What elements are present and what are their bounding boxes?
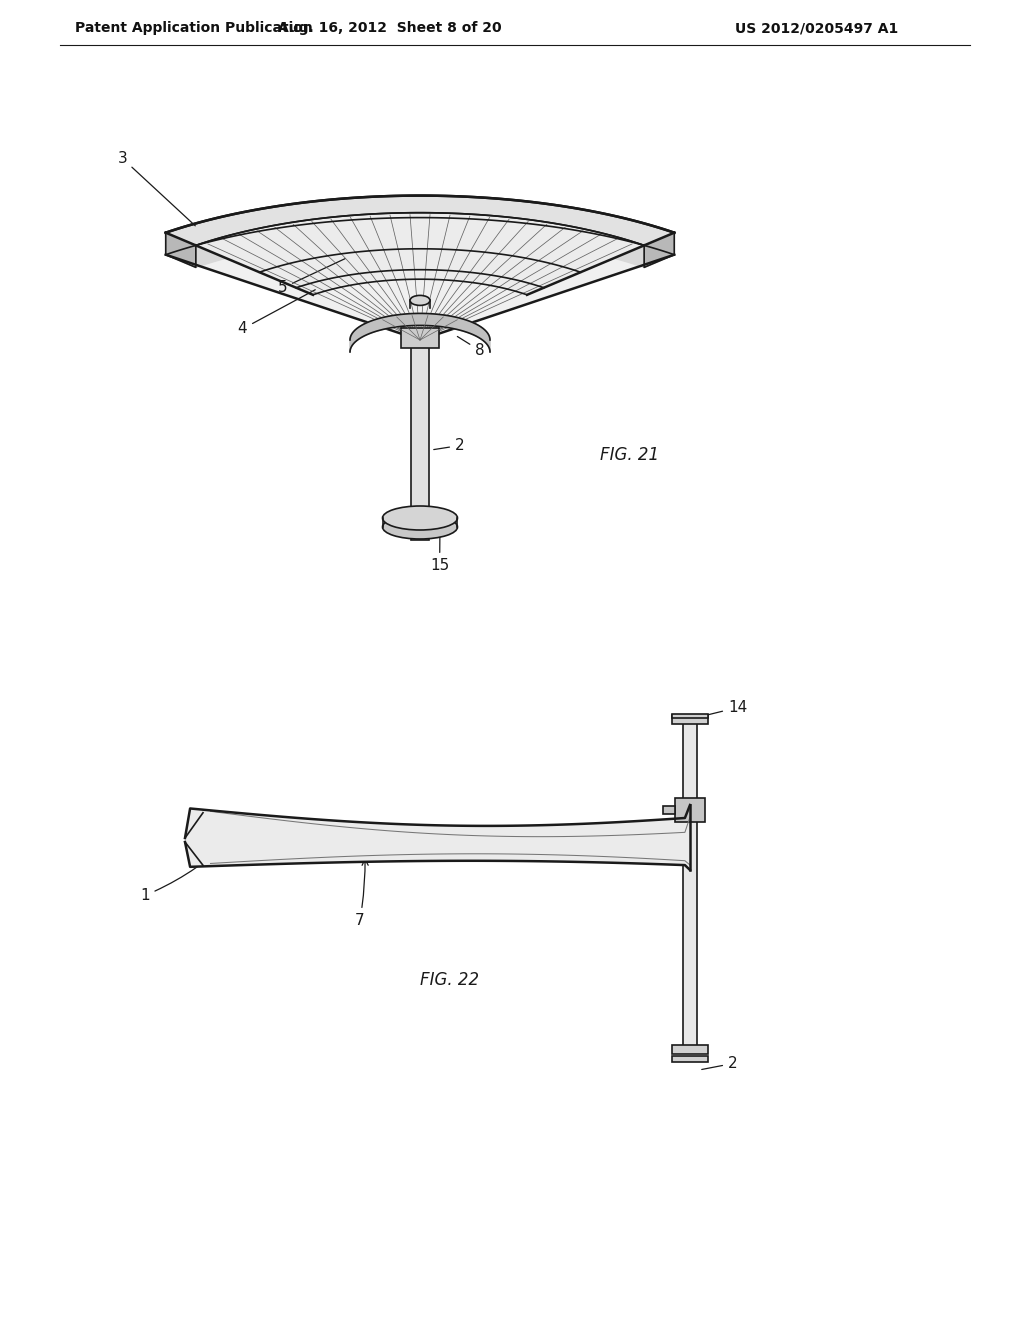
Text: 3: 3: [118, 150, 196, 226]
Text: 8: 8: [458, 337, 484, 358]
Text: 15: 15: [430, 525, 450, 573]
Text: 4: 4: [238, 289, 315, 337]
Polygon shape: [185, 805, 690, 870]
Text: FIG. 22: FIG. 22: [420, 972, 479, 989]
Ellipse shape: [383, 515, 458, 539]
Ellipse shape: [383, 506, 458, 531]
Bar: [675, 799, 705, 822]
Bar: [683, 719, 697, 1049]
Bar: [401, 327, 439, 348]
Bar: [672, 714, 708, 718]
Polygon shape: [196, 213, 644, 268]
Text: 5: 5: [278, 259, 345, 296]
Polygon shape: [350, 313, 490, 352]
Bar: [672, 715, 708, 723]
Bar: [663, 807, 675, 814]
Bar: [411, 335, 429, 540]
Text: 1: 1: [140, 838, 232, 903]
Text: Patent Application Publication: Patent Application Publication: [75, 21, 312, 36]
Polygon shape: [166, 218, 674, 341]
Polygon shape: [166, 195, 674, 255]
Bar: [672, 1056, 708, 1063]
Bar: [672, 1045, 708, 1053]
Text: 2: 2: [701, 1056, 737, 1071]
Polygon shape: [644, 232, 674, 268]
Text: 2: 2: [434, 438, 465, 453]
Polygon shape: [196, 213, 644, 294]
Text: Aug. 16, 2012  Sheet 8 of 20: Aug. 16, 2012 Sheet 8 of 20: [279, 21, 502, 36]
Polygon shape: [166, 232, 196, 268]
Ellipse shape: [410, 296, 430, 305]
Text: 14: 14: [701, 700, 748, 717]
Polygon shape: [166, 195, 674, 246]
Text: 7: 7: [355, 859, 369, 928]
Text: FIG. 21: FIG. 21: [600, 446, 659, 465]
Text: US 2012/0205497 A1: US 2012/0205497 A1: [735, 21, 898, 36]
